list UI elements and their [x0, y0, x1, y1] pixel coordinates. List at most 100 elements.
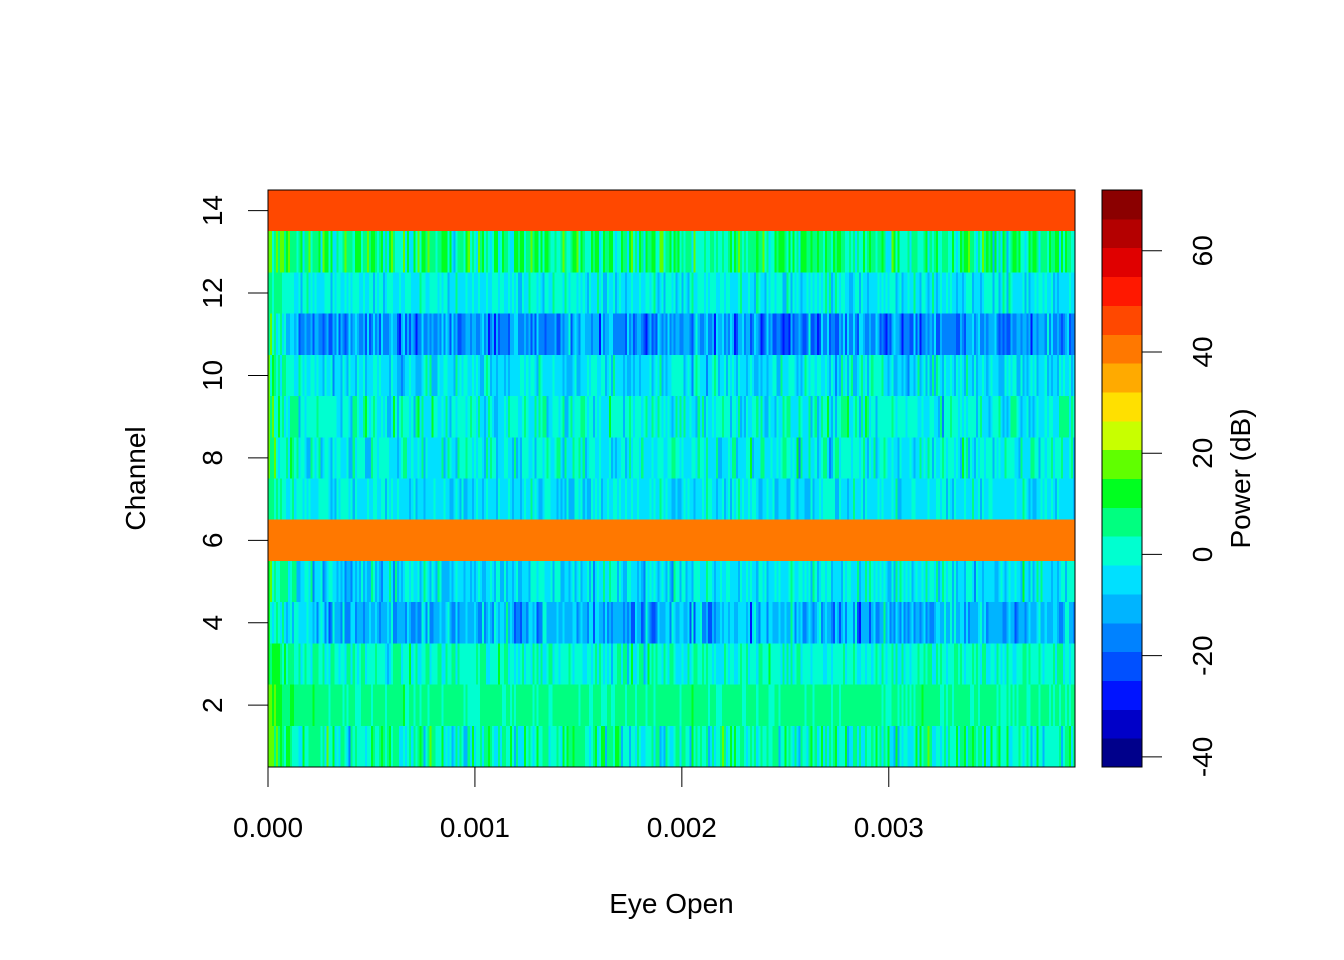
heatmap-cell	[326, 602, 330, 644]
heatmap-cell	[272, 643, 275, 685]
heatmap-cell	[288, 313, 291, 355]
heatmap-cell	[865, 519, 868, 561]
heatmap-cell	[376, 478, 380, 520]
heatmap-cell	[689, 313, 693, 355]
heatmap-cell	[633, 519, 636, 561]
heatmap-cell	[699, 313, 703, 355]
heatmap-cell	[828, 478, 832, 520]
heatmap-cell	[966, 354, 969, 397]
heatmap-cell	[586, 231, 590, 273]
heatmap-cell	[853, 272, 856, 314]
heatmap-cell	[873, 478, 876, 520]
heatmap-cell	[600, 272, 604, 314]
heatmap-cell	[951, 437, 955, 479]
heatmap-cell	[328, 354, 332, 397]
heatmap-cell	[1050, 602, 1054, 644]
heatmap-cell	[756, 437, 759, 479]
heatmap-cell	[683, 478, 687, 520]
heatmap-cell	[443, 560, 447, 603]
heatmap-cell	[758, 437, 761, 479]
heatmap-cell	[542, 272, 545, 314]
heatmap-cell	[270, 396, 273, 438]
heatmap-cell	[951, 684, 955, 726]
heatmap-cell	[308, 396, 311, 438]
heatmap-cell	[738, 478, 741, 520]
heatmap-cell	[637, 272, 640, 314]
heatmap-cell	[447, 396, 451, 438]
heatmap-cell	[637, 684, 640, 726]
heatmap-cell	[378, 478, 382, 520]
heatmap-cell	[322, 478, 326, 520]
heatmap-cell	[342, 437, 346, 479]
heatmap-cell	[538, 437, 541, 479]
heatmap-cell	[1048, 313, 1052, 355]
heatmap-cell	[812, 272, 816, 314]
heatmap-cell	[633, 231, 636, 273]
heatmap-cell	[500, 560, 503, 603]
heatmap-cell	[621, 231, 624, 273]
heatmap-cell	[1060, 396, 1064, 438]
heatmap-cell	[1046, 602, 1050, 644]
heatmap-cell	[974, 684, 977, 726]
heatmap-cell	[1068, 396, 1072, 438]
heatmap-cell	[493, 684, 497, 726]
heatmap-cell	[427, 478, 430, 520]
heatmap-cell	[899, 313, 903, 355]
heatmap-cell	[362, 725, 366, 767]
heatmap-cell	[657, 313, 660, 355]
heatmap-cell	[475, 478, 479, 520]
heatmap-cell	[560, 478, 564, 520]
heatmap-cell	[877, 684, 880, 726]
heatmap-cell	[330, 354, 334, 397]
heatmap-cell	[1036, 560, 1040, 603]
heatmap-cell	[717, 272, 721, 314]
heatmap-cell	[526, 231, 529, 273]
heatmap-cell	[510, 725, 513, 767]
heatmap-cell	[808, 643, 812, 685]
heatmap-cell	[619, 643, 622, 685]
heatmap-cell	[879, 519, 882, 561]
heatmap-cell	[685, 519, 689, 561]
heatmap-cell	[947, 560, 951, 603]
heatmap-cell	[405, 725, 408, 767]
heatmap-cell	[354, 643, 358, 685]
heatmap-cell	[427, 519, 430, 561]
heatmap-cell	[383, 519, 386, 561]
heatmap-cell	[669, 519, 673, 561]
heatmap-cell	[411, 519, 414, 561]
heatmap-cell	[459, 684, 463, 726]
heatmap-cell	[849, 437, 852, 479]
heatmap-cell	[330, 313, 334, 355]
heatmap-cell	[859, 313, 862, 355]
heatmap-cell	[1020, 643, 1024, 685]
heatmap-cell	[834, 313, 838, 355]
heatmap-cell	[842, 396, 846, 438]
heatmap-cell	[463, 272, 467, 314]
heatmap-cell	[600, 725, 604, 767]
heatmap-cell	[604, 643, 608, 685]
heatmap-cell	[766, 519, 769, 561]
heatmap-cell	[669, 478, 673, 520]
heatmap-cell	[933, 313, 937, 355]
heatmap-cell	[320, 519, 324, 561]
heatmap-cell	[328, 396, 332, 438]
heatmap-cell	[354, 396, 358, 438]
heatmap-cell	[1014, 560, 1018, 603]
heatmap-cell	[988, 313, 991, 355]
heatmap-cell	[994, 519, 997, 561]
heatmap-cell	[1050, 437, 1054, 479]
heatmap-cell	[717, 684, 721, 726]
heatmap-cell	[974, 478, 977, 520]
heatmap-cell	[760, 313, 763, 355]
heatmap-cell	[903, 354, 907, 397]
heatmap-cell	[395, 396, 398, 438]
heatmap-cell	[451, 602, 455, 644]
heatmap-cell	[689, 643, 693, 685]
heatmap-cell	[625, 231, 628, 273]
heatmap-cell	[717, 560, 721, 603]
heatmap-cell	[943, 602, 947, 644]
heatmap-cell	[536, 519, 539, 561]
heatmap-cell	[284, 725, 287, 767]
heatmap-cell	[423, 231, 426, 273]
heatmap-cell	[756, 684, 759, 726]
